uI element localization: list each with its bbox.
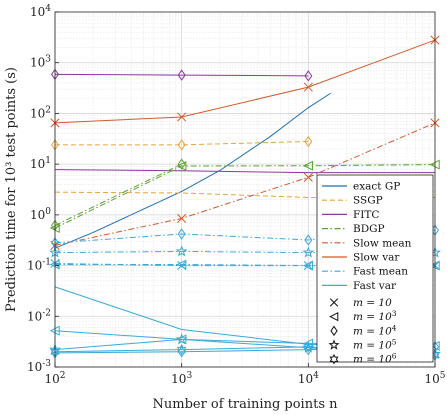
y-tick-labels: 10-3 10-2 10-1 100 101 102 103 104: [27, 4, 59, 374]
marker-star: [302, 246, 315, 258]
series-line: [54, 39, 436, 124]
marker-x: [303, 172, 313, 182]
marker-diamond: [177, 139, 186, 151]
legend-label: SSGP: [353, 195, 383, 207]
marker-star: [328, 339, 340, 350]
x-tick-labels: 102 103 104 105: [44, 363, 446, 386]
legend-label: Fast mean: [353, 266, 408, 278]
marker-triangle: [303, 260, 314, 271]
marker-hexagram: [176, 344, 187, 356]
y-tick-label: 103: [30, 55, 51, 70]
marker-diamond: [177, 69, 186, 81]
y-tick-label: 10-3: [27, 359, 51, 374]
marker-star: [175, 333, 188, 345]
series-line: [54, 73, 309, 77]
marker-x: [303, 82, 313, 92]
series-line: [55, 140, 309, 146]
legend-box: [316, 174, 434, 363]
marker-diamond: [330, 325, 338, 337]
marker-hexagram: [303, 341, 314, 353]
legend-marker-label: m = 104: [353, 323, 397, 337]
legend-label: Slow mean: [353, 237, 412, 249]
series-line: [54, 163, 182, 226]
marker-x: [303, 261, 313, 271]
marker-triangle: [329, 312, 339, 322]
marker-x: [177, 213, 187, 223]
marker-diamond: [304, 70, 313, 82]
legend-marker-label: m = 103: [353, 309, 397, 323]
x-axis-label: Number of training points n: [153, 397, 339, 412]
legend-label: Fast var: [353, 280, 397, 292]
y-tick-label: 101: [30, 156, 51, 171]
marker-triangle: [303, 160, 314, 171]
x-tick-label: 104: [298, 371, 319, 386]
y-axis-label: Prediction time for 10³ test points (s): [4, 67, 19, 312]
legend-label: BDGP: [353, 223, 385, 235]
y-tick-label: 10-2: [27, 308, 51, 323]
y-tick-label: 104: [30, 4, 51, 19]
series-line: [54, 169, 435, 174]
series-exact-gp: [54, 92, 331, 249]
x-tick-label: 105: [424, 371, 445, 386]
legend-marker-label: m = 10: [353, 297, 392, 309]
marker-diamond: [304, 234, 313, 246]
series-line: [54, 164, 436, 229]
series-line: [54, 122, 436, 246]
marker-diamond: [177, 228, 186, 240]
marker-x: [177, 112, 187, 122]
legend-label: Slow var: [353, 252, 400, 264]
x-tick-label: 103: [171, 371, 192, 386]
marker-x: [329, 298, 339, 307]
marker-triangle: [176, 259, 187, 270]
marker-diamond: [304, 343, 313, 356]
legend-marker-label: m = 106: [353, 352, 397, 366]
marker-diamond: [304, 135, 313, 148]
y-tick-label: 100: [30, 207, 51, 222]
legend: exact GP SSGP FITC BDGP Slow mean Slow var Fas…: [316, 174, 434, 366]
marker-hexagram: [329, 354, 339, 365]
marker-x: [177, 261, 187, 271]
legend-label: FITC: [353, 209, 379, 221]
marker-diamond: [177, 346, 186, 358]
legend-label: exact GP: [353, 181, 400, 193]
x-tick-label: 102: [44, 371, 65, 386]
y-tick-label: 10-1: [27, 258, 51, 273]
series-line: [54, 92, 331, 249]
series-fitc: [50, 68, 435, 174]
legend-marker-label: m = 105: [353, 338, 397, 352]
plot-frame: [54, 11, 436, 368]
marker-diamond: [177, 158, 186, 170]
y-tick-label: 102: [30, 105, 51, 120]
marker-star: [175, 245, 188, 257]
